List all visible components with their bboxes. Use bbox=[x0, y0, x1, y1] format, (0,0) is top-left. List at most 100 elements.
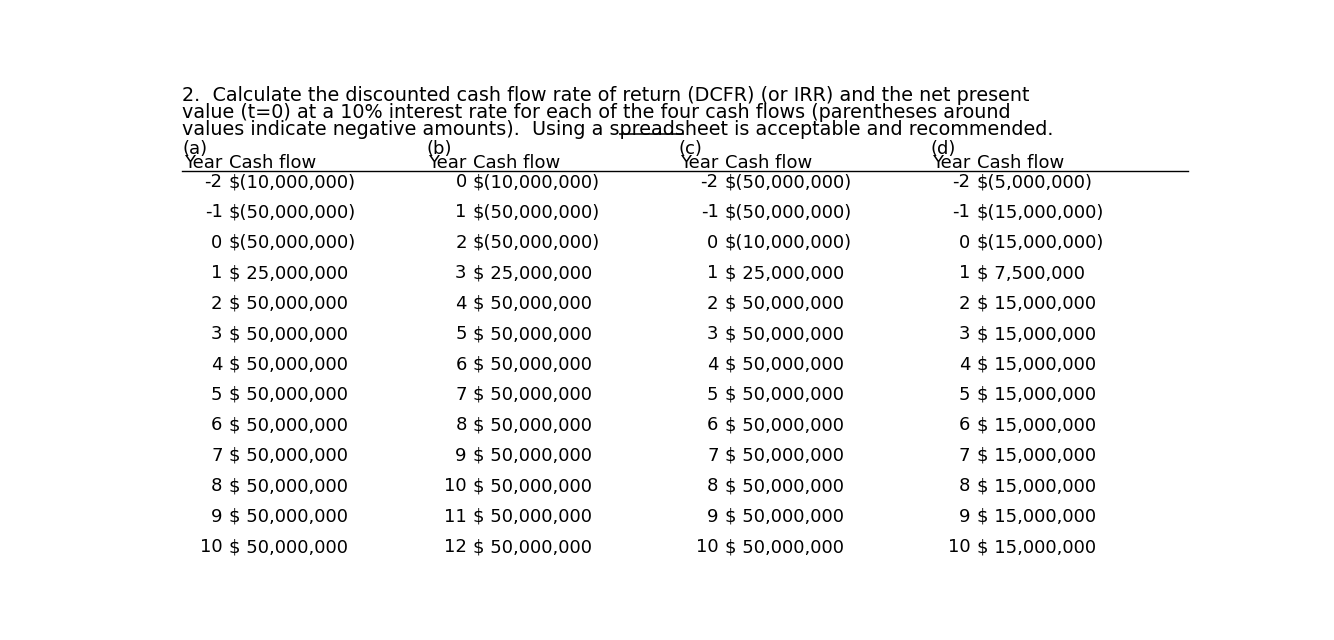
Text: 1: 1 bbox=[959, 264, 970, 282]
Text: $(15,000,000): $(15,000,000) bbox=[976, 204, 1105, 221]
Text: 9: 9 bbox=[959, 508, 970, 525]
Text: $ 50,000,000: $ 50,000,000 bbox=[228, 386, 348, 404]
Text: $ 50,000,000: $ 50,000,000 bbox=[724, 508, 843, 525]
Text: 2: 2 bbox=[455, 234, 467, 252]
Text: $ 50,000,000: $ 50,000,000 bbox=[228, 294, 348, 313]
Text: values indicate negative amounts).  Using a spreadsheet is acceptable and recomm: values indicate negative amounts). Using… bbox=[183, 120, 1054, 139]
Text: Year: Year bbox=[932, 154, 970, 172]
Text: 10: 10 bbox=[947, 538, 970, 556]
Text: $(50,000,000): $(50,000,000) bbox=[472, 234, 600, 252]
Text: 4: 4 bbox=[707, 356, 719, 374]
Text: 9: 9 bbox=[455, 447, 467, 465]
Text: Year: Year bbox=[184, 154, 223, 172]
Text: 9: 9 bbox=[211, 508, 223, 525]
Text: $ 50,000,000: $ 50,000,000 bbox=[472, 447, 592, 465]
Text: $ 25,000,000: $ 25,000,000 bbox=[724, 264, 844, 282]
Text: 10: 10 bbox=[444, 477, 467, 495]
Text: (a): (a) bbox=[183, 140, 207, 158]
Text: 6: 6 bbox=[959, 417, 970, 435]
Text: $ 50,000,000: $ 50,000,000 bbox=[472, 294, 592, 313]
Text: $ 50,000,000: $ 50,000,000 bbox=[228, 477, 348, 495]
Text: 3: 3 bbox=[707, 325, 719, 343]
Text: $ 15,000,000: $ 15,000,000 bbox=[976, 417, 1095, 435]
Text: (c): (c) bbox=[678, 140, 702, 158]
Text: 0: 0 bbox=[959, 234, 970, 252]
Text: $ 50,000,000: $ 50,000,000 bbox=[724, 417, 843, 435]
Text: $ 15,000,000: $ 15,000,000 bbox=[976, 447, 1095, 465]
Text: 7: 7 bbox=[211, 447, 223, 465]
Text: $(50,000,000): $(50,000,000) bbox=[228, 234, 356, 252]
Text: $ 50,000,000: $ 50,000,000 bbox=[724, 294, 843, 313]
Text: $ 50,000,000: $ 50,000,000 bbox=[228, 356, 348, 374]
Text: $(50,000,000): $(50,000,000) bbox=[724, 173, 852, 191]
Text: -1: -1 bbox=[204, 204, 223, 221]
Text: $ 7,500,000: $ 7,500,000 bbox=[976, 264, 1085, 282]
Text: $ 50,000,000: $ 50,000,000 bbox=[228, 417, 348, 435]
Text: 4: 4 bbox=[959, 356, 970, 374]
Text: value (t=0) at a 10% interest rate for each of the four cash flows (parentheses : value (t=0) at a 10% interest rate for e… bbox=[183, 103, 1011, 122]
Text: $ 50,000,000: $ 50,000,000 bbox=[724, 325, 843, 343]
Text: $ 50,000,000: $ 50,000,000 bbox=[724, 386, 843, 404]
Text: Year: Year bbox=[680, 154, 719, 172]
Text: 6: 6 bbox=[707, 417, 719, 435]
Text: $ 50,000,000: $ 50,000,000 bbox=[724, 356, 843, 374]
Text: $ 50,000,000: $ 50,000,000 bbox=[228, 538, 348, 556]
Text: $ 15,000,000: $ 15,000,000 bbox=[976, 386, 1095, 404]
Text: $ 50,000,000: $ 50,000,000 bbox=[472, 356, 592, 374]
Text: 5: 5 bbox=[211, 386, 223, 404]
Text: 2: 2 bbox=[211, 294, 223, 313]
Text: 3: 3 bbox=[455, 264, 467, 282]
Text: (b): (b) bbox=[427, 140, 452, 158]
Text: 8: 8 bbox=[211, 477, 223, 495]
Text: Cash flow: Cash flow bbox=[472, 154, 560, 172]
Text: $ 50,000,000: $ 50,000,000 bbox=[228, 325, 348, 343]
Text: $(10,000,000): $(10,000,000) bbox=[228, 173, 356, 191]
Text: 5: 5 bbox=[959, 386, 970, 404]
Text: $(50,000,000): $(50,000,000) bbox=[472, 204, 600, 221]
Text: 2.  Calculate the discounted cash flow rate of return (DCFR) (or IRR) and the ne: 2. Calculate the discounted cash flow ra… bbox=[183, 86, 1030, 105]
Text: $ 25,000,000: $ 25,000,000 bbox=[228, 264, 348, 282]
Text: $(15,000,000): $(15,000,000) bbox=[976, 234, 1105, 252]
Text: Cash flow: Cash flow bbox=[724, 154, 812, 172]
Text: -2: -2 bbox=[204, 173, 223, 191]
Text: 7: 7 bbox=[707, 447, 719, 465]
Text: 5: 5 bbox=[707, 386, 719, 404]
Text: $ 50,000,000: $ 50,000,000 bbox=[472, 477, 592, 495]
Text: 8: 8 bbox=[959, 477, 970, 495]
Text: 3: 3 bbox=[211, 325, 223, 343]
Text: $ 50,000,000: $ 50,000,000 bbox=[472, 417, 592, 435]
Text: $ 50,000,000: $ 50,000,000 bbox=[472, 386, 592, 404]
Text: 8: 8 bbox=[455, 417, 467, 435]
Text: 12: 12 bbox=[444, 538, 467, 556]
Text: -1: -1 bbox=[952, 204, 970, 221]
Text: 4: 4 bbox=[211, 356, 223, 374]
Text: 6: 6 bbox=[211, 417, 223, 435]
Text: $ 15,000,000: $ 15,000,000 bbox=[976, 325, 1095, 343]
Text: 1: 1 bbox=[707, 264, 719, 282]
Text: 1: 1 bbox=[455, 204, 467, 221]
Text: $ 25,000,000: $ 25,000,000 bbox=[472, 264, 592, 282]
Text: 3: 3 bbox=[959, 325, 970, 343]
Text: $ 50,000,000: $ 50,000,000 bbox=[724, 447, 843, 465]
Text: 4: 4 bbox=[455, 294, 467, 313]
Text: 0: 0 bbox=[707, 234, 719, 252]
Text: 8: 8 bbox=[707, 477, 719, 495]
Text: 0: 0 bbox=[211, 234, 223, 252]
Text: 10: 10 bbox=[696, 538, 719, 556]
Text: $(50,000,000): $(50,000,000) bbox=[724, 204, 852, 221]
Text: $(5,000,000): $(5,000,000) bbox=[976, 173, 1093, 191]
Text: 2: 2 bbox=[959, 294, 970, 313]
Text: $ 50,000,000: $ 50,000,000 bbox=[472, 538, 592, 556]
Text: $ 50,000,000: $ 50,000,000 bbox=[724, 538, 843, 556]
Text: $ 50,000,000: $ 50,000,000 bbox=[724, 477, 843, 495]
Text: 7: 7 bbox=[959, 447, 970, 465]
Text: $(10,000,000): $(10,000,000) bbox=[724, 234, 852, 252]
Text: 5: 5 bbox=[455, 325, 467, 343]
Text: 1: 1 bbox=[211, 264, 223, 282]
Text: $ 50,000,000: $ 50,000,000 bbox=[472, 325, 592, 343]
Text: 9: 9 bbox=[707, 508, 719, 525]
Text: 0: 0 bbox=[455, 173, 467, 191]
Text: 10: 10 bbox=[200, 538, 223, 556]
Text: $(50,000,000): $(50,000,000) bbox=[228, 204, 356, 221]
Text: 7: 7 bbox=[455, 386, 467, 404]
